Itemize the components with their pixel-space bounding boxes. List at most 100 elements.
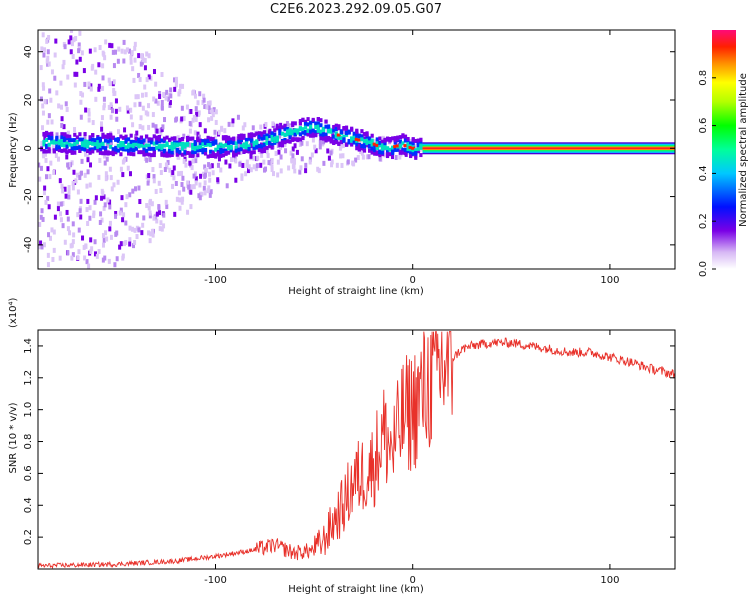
spectrogram-cell: [189, 108, 193, 114]
ridge-cell: [298, 121, 302, 126]
spectrogram-cell: [122, 212, 126, 218]
ridge-cell: [142, 147, 146, 152]
ridge-cell: [116, 148, 120, 153]
ridge-cell: [86, 141, 90, 146]
ridge-cell: [344, 142, 349, 147]
ridge-cell: [265, 136, 269, 141]
ridge-cell: [293, 128, 297, 133]
spectrogram-cell: [93, 251, 97, 257]
ridge-cell: [173, 145, 177, 150]
ridge-cell: [60, 148, 64, 153]
spectrogram-cell: [49, 97, 53, 103]
spectrogram-cell: [147, 230, 151, 236]
spectrogram-cell: [44, 151, 48, 157]
spectrogram-cell: [79, 99, 83, 105]
ridge-cell: [250, 132, 254, 137]
colorbar-ticks: 0.0 0.2 0.4 0.6 0.8: [698, 70, 716, 277]
ridge-cell: [150, 153, 154, 158]
spectrogram-cell: [158, 163, 162, 169]
spectrogram-cell: [219, 167, 223, 173]
ridge-cell: [109, 144, 113, 149]
spectrogram-cell: [189, 142, 193, 148]
spectrogram-cell: [71, 185, 75, 191]
spectrogram-cell: [81, 235, 85, 241]
ridge-cell: [342, 137, 346, 142]
spectrogram-cell: [46, 195, 50, 201]
spectrogram-cell: [151, 232, 155, 238]
ridge-cell: [124, 134, 128, 139]
spectrogram-cell: [66, 216, 70, 222]
spectrogram-cell: [134, 186, 138, 192]
ridge-cell: [324, 119, 328, 124]
ridge-cell: [209, 153, 213, 158]
spectrogram-cell: [210, 163, 214, 169]
spectrogram-cell: [172, 165, 176, 171]
ridge-cell: [206, 142, 210, 147]
ridge-cell: [173, 136, 177, 141]
ridge-cell: [219, 150, 223, 155]
ridge-cell: [242, 142, 246, 147]
ridge-cell: [44, 145, 49, 150]
spectrogram-cell: [241, 162, 245, 168]
ridge-cell: [93, 146, 97, 151]
ridge-cell: [332, 134, 336, 139]
spectrogram-cell: [102, 237, 106, 243]
ridge-cell: [214, 153, 218, 158]
x-tick-label: 0: [410, 575, 416, 586]
ridge-cell: [337, 126, 341, 131]
spectrogram-cell: [108, 81, 112, 87]
spectrogram-cell: [234, 158, 238, 164]
ridge-cell: [157, 144, 161, 149]
ridge-cell: [373, 148, 377, 153]
ridge-cell: [160, 151, 164, 156]
ridge-cell: [262, 142, 267, 147]
colorbar-tick-label: 0.8: [698, 70, 709, 86]
ridge-cell: [68, 148, 72, 153]
spectrogram-cell: [65, 209, 69, 215]
ridge-cell: [170, 152, 174, 157]
colorbar-label: Normalized spectral amplitude: [738, 73, 749, 227]
ridge-cell: [342, 126, 346, 131]
spectrogram-cell: [252, 164, 256, 170]
ridge-cell: [196, 148, 200, 153]
ridge-cell: [201, 148, 205, 153]
spectrogram-cell: [159, 170, 163, 176]
spectrogram-cell: [259, 162, 263, 168]
ridge-cell: [393, 140, 397, 145]
ridge-cell: [314, 130, 318, 135]
ridge-cell: [101, 151, 105, 156]
spectrogram-cell: [203, 164, 207, 170]
ridge-cell: [419, 143, 423, 148]
ridge-cell: [309, 127, 313, 132]
spectrogram-cell: [251, 125, 255, 131]
ridge-cell: [296, 137, 300, 142]
spectrogram-cell: [46, 49, 50, 55]
spectrogram-cell: [128, 237, 132, 243]
spectrogram-cell: [94, 195, 98, 201]
spectrogram-cell: [133, 102, 137, 108]
ridge-peak: [354, 137, 359, 141]
spectrogram-cell: [86, 154, 90, 160]
ridge-cell: [229, 140, 233, 145]
spectrogram-cell: [143, 84, 147, 90]
ridge-cell: [78, 145, 82, 150]
ridge-cell: [383, 138, 387, 143]
spectrogram-cell: [133, 41, 137, 47]
spectrogram-cell: [203, 190, 207, 196]
spectrogram-cell: [133, 227, 137, 233]
ridge-cell: [139, 150, 144, 155]
spectrogram-cell: [207, 185, 211, 191]
ridge-cell: [239, 144, 244, 149]
ridge-cell: [314, 133, 318, 138]
ridge-cell: [370, 138, 374, 143]
spectrogram-cell: [102, 102, 106, 108]
ridge-cell: [170, 136, 174, 141]
spectrogram-cell: [57, 103, 61, 109]
spectrogram-cell: [104, 176, 108, 182]
ridge-cell: [127, 142, 131, 147]
spectrogram-cell: [124, 220, 128, 226]
spectrogram-cell: [97, 62, 101, 68]
ridge-cell: [247, 147, 251, 152]
spectrogram-cell: [188, 128, 192, 134]
spectrogram-cell: [104, 171, 108, 177]
